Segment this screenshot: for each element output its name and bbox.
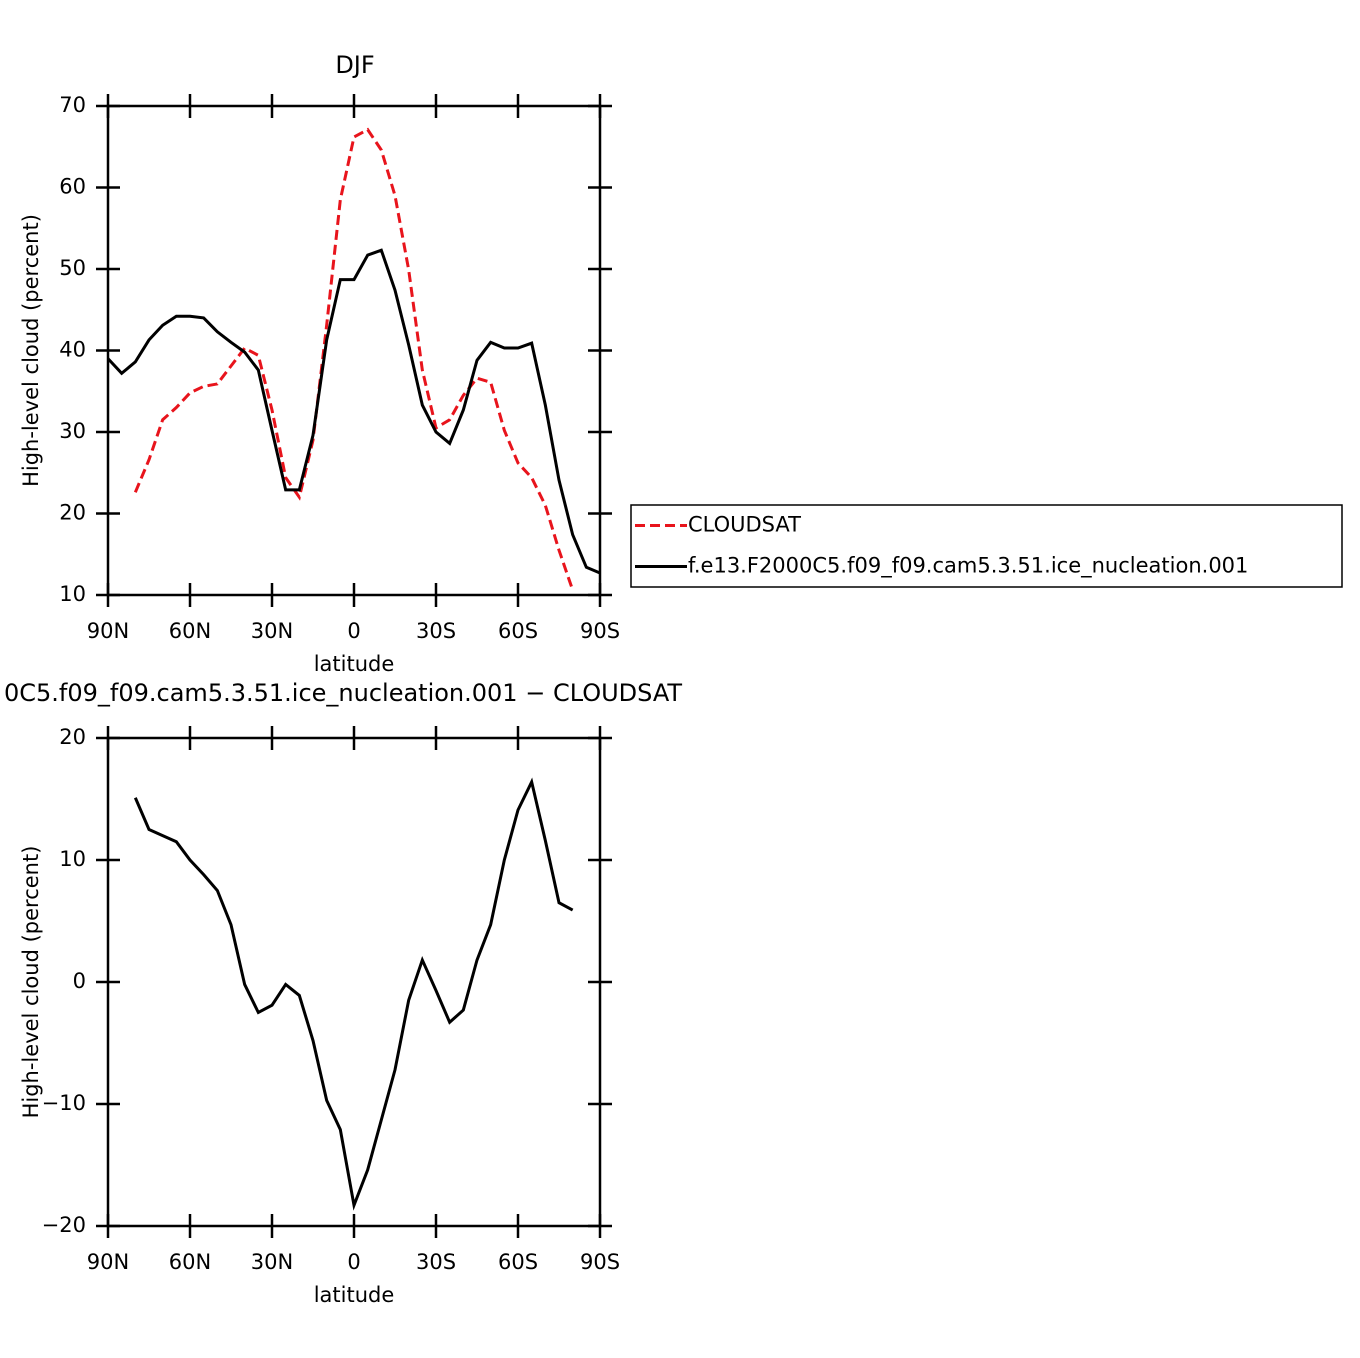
y-axis-label: High-level cloud (percent) [19,214,43,487]
x-tick-label: 90S [580,1250,620,1274]
x-axis-label: latitude [314,1283,395,1307]
y-tick-label: 70 [59,93,86,117]
x-tick-label: 60S [498,1250,538,1274]
y-tick-label: −10 [42,1091,86,1115]
x-tick-label: 90S [580,619,620,643]
series-line [133,127,575,591]
y-tick-label: 50 [59,256,86,280]
plot-frame [106,104,602,597]
x-tick-label: 60N [169,619,211,643]
y-tick-label: 60 [59,175,86,199]
x-tick-label: 30N [251,619,293,643]
legend-label: CLOUDSAT [688,513,801,537]
chart-title: 0C5.f09_f09.cam5.3.51.ice_nucleation.001… [4,679,682,707]
x-tick-label: 30S [416,1250,456,1274]
x-tick-label: 60N [169,1250,211,1274]
y-tick-label: −20 [42,1213,86,1237]
y-tick-label: 20 [59,501,86,525]
legend-label: f.e13.F2000C5.f09_f09.cam5.3.51.ice_nucl… [688,554,1248,579]
y-tick-label: 0 [73,969,86,993]
x-tick-label: 90N [87,1250,129,1274]
x-tick-label: 60S [498,619,538,643]
plot-frame [106,736,602,1228]
x-tick-label: 30S [416,619,456,643]
y-tick-label: 10 [59,847,86,871]
y-tick-label: 20 [59,725,86,749]
y-axis-label: High-level cloud (percent) [19,846,43,1119]
chart-title: DJF [335,51,374,79]
y-tick-label: 40 [59,338,86,362]
y-tick-label: 30 [59,419,86,443]
x-tick-label: 30N [251,1250,293,1274]
series-line [133,777,574,1211]
x-tick-label: 0 [347,1250,360,1274]
x-tick-label: 0 [347,619,360,643]
series-line [106,248,601,575]
x-axis-label: latitude [314,652,395,676]
x-tick-label: 90N [87,619,129,643]
legend-box [630,504,1343,588]
y-tick-label: 10 [59,582,86,606]
